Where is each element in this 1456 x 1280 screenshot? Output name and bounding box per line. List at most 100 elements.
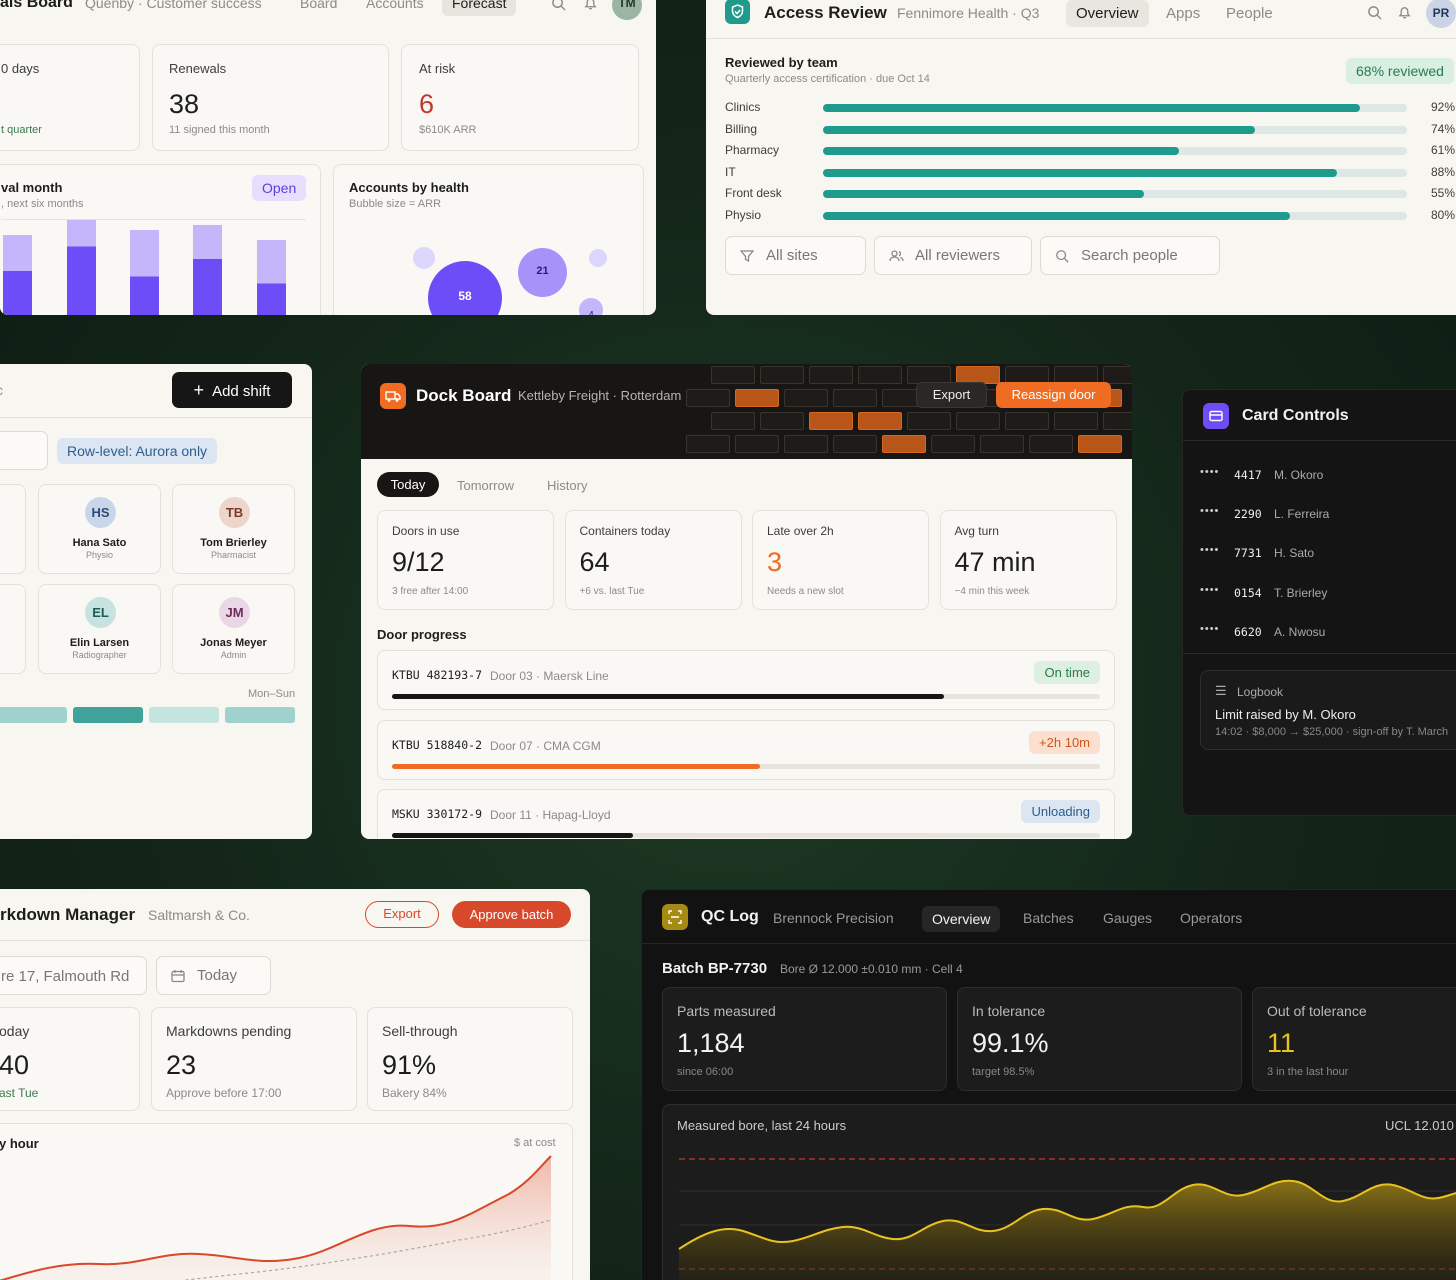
export-button[interactable]: Export [916,382,987,408]
progress-fill [823,104,1361,112]
bore-measurement-chart [678,1158,1456,1280]
stat-card-at-risk: At risk 6 $610K ARR [401,44,639,151]
app-subtitle: Fennimore Health · Q3 [897,5,1040,21]
add-shift-button[interactable]: + Add shift [172,372,292,408]
progress-fill [823,190,1145,198]
door-cell [1054,412,1098,430]
door-cell [858,412,902,430]
progress-fill [392,694,945,699]
container-id: KTBU 518840-2 [392,737,483,752]
dock-stat-card: Doors in use 9/12 3 free after 14:00 [377,510,554,610]
avatar: EL [85,597,116,628]
store-select[interactable]: re 17, Falmouth Rd [0,956,147,995]
team-name: Billing [725,121,758,136]
stat-card-today: oday 40 ast Tue [0,1007,140,1111]
person-card[interactable]: TB Tom Brierley Pharmacist [172,484,295,574]
search-icon[interactable] [1367,5,1382,20]
person-card[interactable]: EL Elin Larsen Radiographer [38,584,161,674]
tab-people[interactable]: People [1226,5,1273,22]
tab-today[interactable]: Today [377,472,439,497]
reassign-door-button[interactable]: Reassign door [996,382,1111,408]
door-cell [711,366,755,384]
person-role: Radiographer [72,650,127,660]
tab-forecast[interactable]: Forecast [442,0,517,16]
date-picker[interactable]: Today [156,956,271,995]
person-card[interactable]: HS Hana Sato Physio [38,484,161,574]
progress-track [392,763,1100,769]
card-last4[interactable]: 0154 [1234,585,1262,600]
person-card-hidden-2[interactable] [0,584,26,674]
tab-tomorrow[interactable]: Tomorrow [457,478,515,493]
batch-spec: Bore Ø 12.000 ±0.010 mm · Cell 4 [780,962,963,976]
person-card-hidden-1[interactable] [0,484,26,574]
bell-icon[interactable] [583,0,598,11]
app-title: Card Controls [1242,407,1349,424]
door-cell [833,389,877,407]
dock-board-window: Dock Board Kettleby Freight · Rotterdam … [361,364,1132,839]
tab-gauges[interactable]: Gauges [1103,910,1153,926]
card-holder: H. Sato [1274,546,1315,561]
all-sites-filter[interactable]: All sites [725,236,866,275]
approve-batch-button[interactable]: Approve batch [452,901,571,928]
tab-batches[interactable]: Batches [1023,910,1074,926]
all-reviewers-filter[interactable]: All reviewers [874,236,1032,275]
bubble-21: 21 [518,248,567,297]
avatar[interactable]: PR [1426,0,1456,28]
progress-track [823,211,1407,220]
stat-label: Containers today [579,524,671,538]
card-mask: •••• [1200,505,1220,518]
door-progress-row[interactable]: MSKU 330172-9 Door 11 · Hapag-Lloyd Unload… [377,789,1115,839]
stat-sub: +6 vs. last Tue [579,586,645,597]
stat-card-pending: Markdowns pending 23 Approve before 17:0… [151,1007,357,1111]
tab-overview[interactable]: Overview [1066,0,1149,27]
progress-track [823,168,1407,177]
progress-track [392,833,1100,838]
card-last4[interactable]: 2290 [1234,507,1262,522]
person-name: Jonas Meyer [200,637,267,649]
tab-apps[interactable]: Apps [1166,5,1201,22]
person-name: Tom Brierley [200,537,267,549]
door-cell [686,435,730,453]
avatar[interactable]: TM [612,0,642,20]
door-cell [735,389,779,407]
logbook-entry[interactable]: ☰ Logbook Limit raised by M. Okoro 14:02… [1200,670,1456,750]
door-cell [1103,366,1132,384]
app-title: Access Review [764,3,887,22]
card-last4[interactable]: 6620 [1234,624,1262,639]
card-last4[interactable]: 7731 [1234,546,1262,561]
card-holder: L. Ferreira [1274,507,1330,522]
door-progress-row[interactable]: KTBU 482193-7 Door 03 · Maersk Line On tim… [377,650,1115,710]
plus-icon: + [193,380,205,400]
tab-overview[interactable]: Overview [922,906,1001,932]
tab-board[interactable]: Board [300,0,338,11]
door-info: Door 07 · CMA CGM [490,738,601,753]
open-badge[interactable]: Open [252,175,307,201]
card-icon [1203,403,1229,429]
bar-1 [3,235,32,315]
door-cell [858,366,902,384]
ucl-label: UCL 12.010 [1385,1118,1454,1133]
person-card[interactable]: JM Jonas Meyer Admin [172,584,295,674]
scan-icon [662,904,688,930]
bar-4 [193,225,222,315]
bar-5 [257,240,286,315]
search-people-input[interactable]: Search people [1040,236,1220,275]
app-subtitle: Saltmarsh & Co. [148,907,250,923]
app-title: rkdown Manager [0,905,136,924]
progress-track [823,125,1407,134]
export-button[interactable]: Export [365,901,439,928]
card-last4[interactable]: 4417 [1234,468,1262,482]
tab-accounts[interactable]: Accounts [366,0,424,11]
door-progress-row[interactable]: KTBU 518840-2 Door 07 · CMA CGM +2h 10m [377,719,1115,780]
stat-value: 3 [767,547,783,577]
tab-history[interactable]: History [547,478,588,493]
site-select[interactable] [0,431,48,470]
bell-icon[interactable] [1397,4,1412,20]
progress-percent: 88% [1431,164,1456,179]
app-title: als Board [0,0,73,11]
search-icon[interactable] [551,0,566,11]
bar-3 [130,230,159,315]
tab-operators[interactable]: Operators [1180,910,1243,926]
day-bar-2 [73,707,143,723]
app-title-fragment: c [0,382,3,398]
